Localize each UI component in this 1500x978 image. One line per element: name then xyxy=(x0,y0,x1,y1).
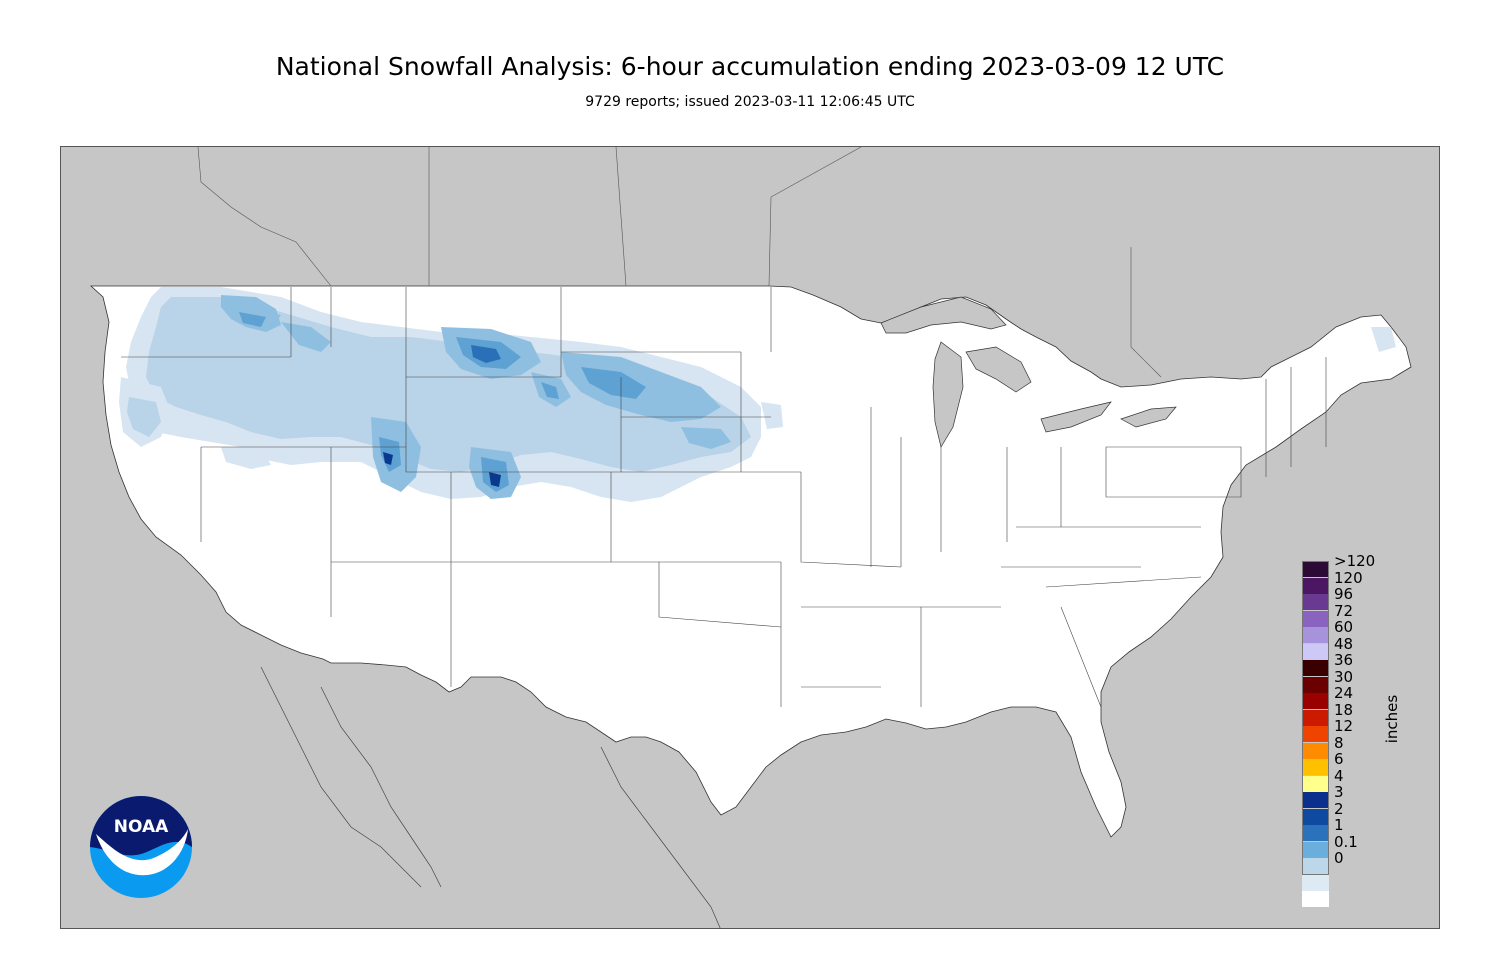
mexico-coast xyxy=(260,666,721,928)
legend-swatch xyxy=(1302,643,1329,660)
legend-label: 72 xyxy=(1334,601,1354,620)
legend-label: 36 xyxy=(1334,651,1354,669)
map-area xyxy=(60,146,1440,929)
legend-swatch xyxy=(1302,841,1329,858)
legend-label: 6 xyxy=(1334,750,1344,768)
legend-swatch xyxy=(1302,759,1329,776)
legend-label: 48 xyxy=(1334,634,1354,653)
legend-label: 24 xyxy=(1334,684,1354,702)
legend-label: 8 xyxy=(1334,733,1344,752)
legend-label: 96 xyxy=(1334,585,1354,603)
legend-label: 12 xyxy=(1334,717,1354,735)
legend-label: 120 xyxy=(1334,568,1363,587)
legend-label: 0 xyxy=(1334,849,1344,867)
legend-label: >120 xyxy=(1334,552,1376,570)
legend-swatch xyxy=(1302,858,1329,875)
map-canvas xyxy=(89,147,1412,928)
legend-swatch xyxy=(1302,825,1329,842)
legend-swatch xyxy=(1302,726,1329,743)
legend-swatch xyxy=(1302,709,1329,726)
noaa-logo: NOAA xyxy=(90,796,192,898)
legend-label: 18 xyxy=(1334,700,1354,719)
legend-swatch xyxy=(1302,660,1329,677)
legend-swatch xyxy=(1302,561,1329,578)
map-title: National Snowfall Analysis: 6-hour accum… xyxy=(275,52,1225,81)
legend-label: 4 xyxy=(1334,766,1344,785)
legend-label: 1 xyxy=(1334,816,1344,834)
canada-borders xyxy=(197,147,1162,378)
legend-swatch xyxy=(1302,676,1329,693)
legend-swatch xyxy=(1302,808,1329,825)
legend-swatch xyxy=(1302,594,1329,611)
legend-swatch xyxy=(1302,693,1329,710)
legend-label: 60 xyxy=(1334,618,1354,636)
legend-label: 2 xyxy=(1334,799,1344,818)
legend-swatch xyxy=(1302,627,1329,644)
legend-units-label: inches xyxy=(1383,694,1402,744)
map-subtitle: 9729 reports; issued 2023-03-11 12:06:45… xyxy=(585,94,915,110)
legend-swatch xyxy=(1302,610,1329,627)
legend-label: 3 xyxy=(1334,783,1344,801)
legend-swatch xyxy=(1302,742,1329,759)
legend: >120 120 96 72 60 48 36 30 24 18 12 8 6 4 3 2 1 0.1 0 xyxy=(1302,553,1392,908)
legend-swatch xyxy=(1302,874,1329,891)
legend-label: 0.1 xyxy=(1334,832,1358,851)
state-borders xyxy=(121,287,1327,708)
snowfall-overlay xyxy=(119,287,1396,502)
legend-swatch xyxy=(1302,792,1329,809)
legend-label: 30 xyxy=(1334,667,1354,686)
great-lakes xyxy=(880,296,1177,448)
legend-swatch xyxy=(1302,577,1329,594)
noaa-logo-text: NOAA xyxy=(114,817,169,837)
legend-swatch xyxy=(1302,891,1329,908)
legend-swatch xyxy=(1302,775,1329,792)
